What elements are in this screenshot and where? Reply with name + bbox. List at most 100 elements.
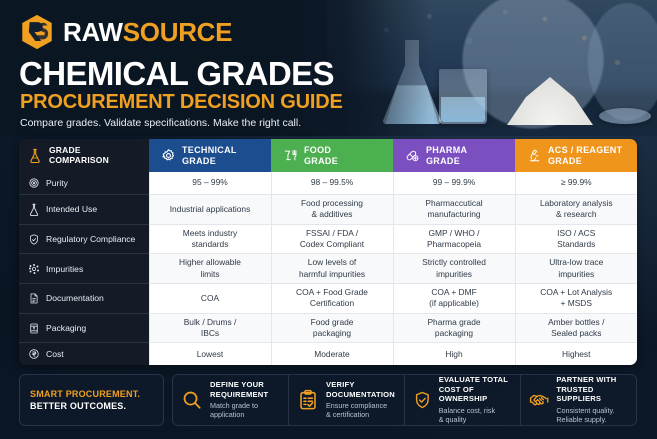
handshake-icon	[529, 394, 549, 406]
row-label-text: Packaging	[46, 323, 87, 334]
corner-label-line2: COMPARISON	[49, 154, 109, 165]
column-header-technical-grade: TECHNICAL GRADE	[149, 139, 271, 172]
table-row: Impurities Higher allowable limits Low le…	[19, 253, 637, 284]
cell-impurities-pharma: Strictly controlled impurities	[392, 253, 515, 284]
step3-title-line2: COST OF OWNERSHIP	[438, 384, 488, 404]
cell-packaging-food: Food grade packaging	[270, 312, 393, 343]
drum-package-icon	[30, 323, 38, 333]
microscope-icon	[529, 149, 540, 162]
brand-wordmark: RAWSOURCE	[63, 17, 233, 47]
cell-purity-technical: 95 – 99%	[148, 172, 271, 195]
table-row: Intended Use Industrial applications Foo…	[19, 194, 637, 225]
cell-purity-food: 98 – 99.5%	[270, 172, 393, 195]
cell-documentation-acs: COA + Lot Analysis + MSDS	[514, 283, 637, 314]
step2-desc-line2: & certification	[326, 410, 370, 420]
step-evaluate-cost: EVALUATE TOTAL COST OF OWNERSHIP Balance…	[405, 375, 521, 425]
cell-documentation-food: COA + Food Grade Certification	[270, 283, 393, 314]
step3-desc-line2: & quality	[438, 415, 467, 425]
flask-icon	[30, 148, 40, 163]
grade-comparison-table: GRADE COMPARISON	[19, 139, 637, 365]
table-row: Purity 95 – 99% 98 – 99.5% 99 – 99.9% ≥ …	[19, 172, 637, 195]
step1-title-line2: REQUIREMENT	[210, 389, 269, 399]
target-icon	[29, 178, 39, 188]
cell-packaging-acs: Amber bottles / Sealed packs	[514, 312, 637, 343]
document-icon	[30, 293, 38, 304]
gear-icon	[162, 149, 175, 161]
header-banner: RAWSOURCE CHEMICAL GRADES PROCUREMENT DE…	[0, 0, 657, 136]
petri-dish-image	[599, 108, 651, 124]
pills-capsule-icon	[406, 150, 419, 162]
row-label-text: Regulatory Compliance	[46, 234, 136, 245]
page-tagline: Compare grades. Validate specifications.…	[20, 117, 302, 129]
table-corner-header: GRADE COMPARISON	[19, 139, 149, 172]
step1-title-line1: DEFINE YOUR	[210, 380, 264, 390]
step2-title-line1: VERIFY	[326, 380, 355, 390]
page-title: CHEMICAL GRADES	[19, 55, 335, 92]
shield-check-icon	[30, 233, 38, 245]
column-header-food-grade: FOOD GRADE	[271, 139, 393, 172]
table-row: Documentation COA COA + Food Grade Certif…	[19, 283, 637, 314]
smart-line-1: SMART PROCUREMENT.	[30, 389, 141, 399]
cell-packaging-pharma: Pharma grade packaging	[392, 312, 515, 343]
cell-cost-food: Moderate	[270, 342, 393, 365]
row-label-text: Impurities	[46, 263, 84, 274]
cell-documentation-technical: COA	[148, 283, 271, 314]
table-body: Purity 95 – 99% 98 – 99.5% 99 – 99.9% ≥ …	[19, 172, 637, 365]
cell-documentation-pharma: COA + DMF (if applicable)	[392, 283, 515, 314]
food-safe-glass-fork-icon	[284, 150, 297, 161]
shield-check-icon	[415, 391, 429, 409]
cell-impurities-technical: Higher allowable limits	[148, 253, 271, 284]
step4-title-line2: TRUSTED SUPPLIERS	[556, 384, 602, 404]
hexagon-rs-logo-icon	[22, 14, 52, 50]
step2-desc-line1: Ensure compliance	[326, 401, 388, 411]
col-acs-line1: ACS / REAGENT	[548, 145, 623, 156]
col-pharma-line1: PHARMA	[426, 145, 468, 156]
cell-purity-acs: ≥ 99.9%	[514, 172, 637, 195]
col-technical-line2: GRADE	[182, 155, 217, 166]
step4-desc-line1: Consistent quality.	[556, 405, 615, 415]
smart-procurement-callout: SMART PROCUREMENT. BETTER OUTCOMES.	[19, 374, 164, 426]
cell-purity-pharma: 99 – 99.9%	[392, 172, 515, 195]
brand-name-raw: RAW	[63, 17, 123, 47]
row-label-text: Purity	[46, 178, 68, 188]
row-label-intended-use: Intended Use	[19, 194, 149, 225]
table-header-row: GRADE COMPARISON	[19, 139, 637, 172]
cell-intended-use-pharma: Pharmaccutical manufacturing	[392, 194, 515, 225]
cell-cost-pharma: High	[392, 342, 515, 365]
footer-bar: SMART PROCUREMENT. BETTER OUTCOMES. DEFI…	[19, 374, 637, 426]
magnifier-icon	[183, 391, 201, 409]
row-label-text: Intended Use	[46, 204, 98, 215]
step3-desc-line1: Balance cost, risk	[438, 405, 496, 415]
column-header-pharma-grade: PHARMA GRADE	[393, 139, 515, 172]
molecule-dots-icon	[29, 263, 39, 274]
beaker-image	[439, 69, 487, 124]
column-header-acs-reagent-grade: ACS / REAGENT GRADE	[515, 139, 637, 172]
page-subtitle: PROCUREMENT DECISION GUIDE	[20, 91, 343, 113]
col-food-line2: GRADE	[304, 155, 339, 166]
row-label-documentation: Documentation	[19, 283, 149, 314]
row-label-text: Documentation	[46, 293, 104, 304]
step4-desc-line2: Reliable supply.	[556, 415, 607, 425]
row-label-text: Cost	[46, 349, 64, 360]
brand-logo: RAWSOURCE	[20, 14, 233, 50]
cell-packaging-technical: Bulk / Drums / IBCs	[148, 312, 271, 343]
cell-intended-use-acs: Laboratory analysis & research	[514, 194, 637, 225]
col-pharma-line2: GRADE	[426, 155, 461, 166]
cell-regulatory-food: FSSAI / FDA / Codex Compliant	[270, 223, 393, 254]
corner-label-line1: GRADE	[49, 144, 81, 155]
cell-regulatory-pharma: GMP / WHO / Pharmacopeia	[392, 223, 515, 254]
cell-regulatory-technical: Meets industry standards	[148, 223, 271, 254]
clipboard-check-icon	[300, 389, 316, 410]
table-row: Regulatory Compliance Meets industry stan…	[19, 223, 637, 254]
step1-desc-line1: Match grade to	[210, 401, 258, 411]
step-partner-suppliers: PARTNER WITH TRUSTED SUPPLIERS Consisten…	[521, 375, 636, 425]
smart-line-2: BETTER OUTCOMES.	[30, 401, 127, 411]
flask-icon	[29, 203, 39, 216]
step1-desc-line2: application	[210, 410, 245, 420]
cell-impurities-food: Low levels of harmful impurities	[270, 253, 393, 284]
cell-intended-use-food: Food processing & additives	[270, 194, 393, 225]
cell-cost-technical: Lowest	[148, 342, 271, 365]
header-gradient-overlay	[0, 0, 430, 136]
row-label-purity: Purity	[19, 172, 149, 195]
